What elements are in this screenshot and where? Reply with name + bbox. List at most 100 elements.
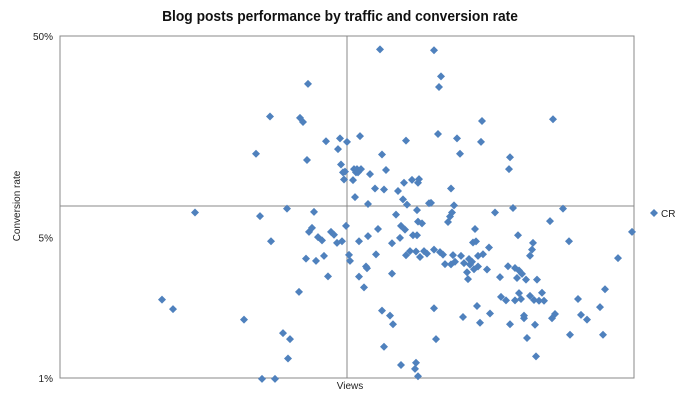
data-point [411,364,419,373]
data-point [513,273,521,282]
data-point [526,251,534,260]
data-point [533,275,541,284]
data-point [601,285,609,294]
data-point [284,354,292,363]
data-point [427,198,435,207]
data-point [386,311,394,320]
data-point [256,212,264,221]
data-point [279,329,287,338]
data-point [423,249,431,258]
data-point [340,175,348,184]
data-point [506,153,514,162]
data-point [378,306,386,315]
data-point [303,156,311,165]
data-point [252,149,260,158]
data-point [448,208,456,217]
data-point [396,233,404,242]
data-point [191,208,199,217]
x-axis-title: Views [337,381,364,392]
data-point [366,170,374,179]
data-point [472,237,480,246]
data-point [474,262,482,271]
data-point [456,149,464,158]
data-point [346,256,354,265]
data-point [380,185,388,194]
data-point [415,175,423,184]
data-point [485,243,493,252]
y-tick-labels: 1% 5% 50% [33,32,53,385]
data-point [299,117,307,126]
data-point [360,283,368,292]
data-point [471,224,479,233]
data-point [364,199,372,208]
chart-title: Blog posts performance by traffic and co… [162,8,518,25]
data-point [336,134,344,143]
data-point [345,250,353,259]
data-point [413,206,421,215]
data-point [502,296,510,305]
data-point [430,245,438,254]
data-point [528,245,536,254]
data-point [463,268,471,277]
data-point [400,178,408,187]
data-point [295,287,303,296]
data-point [435,83,443,92]
data-point [529,238,537,247]
legend: CR [650,209,675,220]
data-point [517,294,525,303]
data-point [430,46,438,55]
data-point [532,352,540,361]
data-point [304,79,312,88]
data-point [549,115,557,124]
data-point [338,237,346,246]
data-point [450,201,458,210]
data-point [483,265,491,274]
data-point [401,225,409,234]
data-point [439,250,447,259]
data-point [320,251,328,260]
data-point [312,256,320,265]
data-point [408,175,416,184]
data-point [355,272,363,281]
data-point [479,250,487,259]
data-point [258,374,266,383]
data-point [397,361,405,370]
data-point [158,295,166,304]
data-point [382,165,390,174]
data-point [459,312,467,321]
data-point [538,288,546,297]
data-point [441,260,449,269]
y-tick-label: 1% [39,374,54,385]
data-point [565,237,573,246]
data-point [468,257,476,266]
data-point [451,257,459,266]
data-point [363,264,371,273]
data-point [473,301,481,310]
data-point [520,311,528,320]
data-point [518,269,526,278]
data-point [583,315,591,324]
data-point [486,309,494,318]
data-point [374,224,382,233]
data-point [599,330,607,339]
data-point [402,136,410,145]
data-point [310,207,318,216]
data-point [530,296,538,305]
data-point [453,134,461,143]
data-point [460,259,468,268]
data-point [372,250,380,259]
data-point [324,272,332,281]
data-point [330,230,338,239]
data-point [432,335,440,344]
data-point [546,217,554,226]
y-axis-title: Conversion rate [12,170,23,241]
data-point [566,330,574,339]
data-point [559,204,567,213]
data-point [388,239,396,248]
data-point [437,72,445,81]
data-point [392,210,400,219]
data-point [371,184,379,193]
data-point [355,237,363,246]
data-point [302,254,310,263]
